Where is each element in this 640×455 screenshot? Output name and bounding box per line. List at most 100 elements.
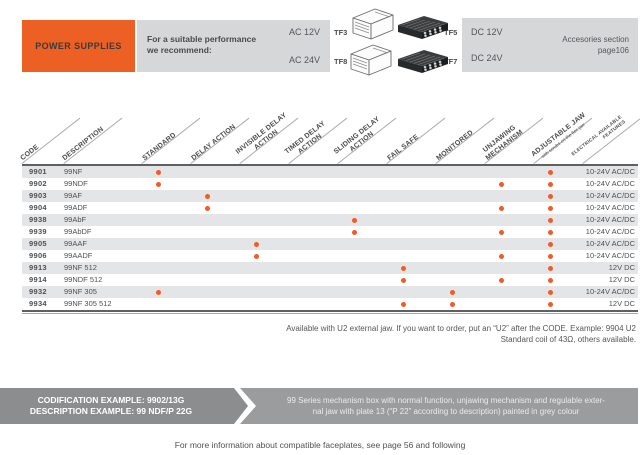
- ac-12v-label: AC 12V: [288, 27, 320, 37]
- row-code: 9905: [29, 239, 47, 248]
- feature-dot-fail_safe: [401, 301, 406, 307]
- row-code: 9902: [29, 179, 47, 188]
- codification-description-line2: nal jaw with plate 13 (“P 22” according …: [312, 407, 580, 416]
- row-code: 9913: [29, 263, 47, 272]
- column-header-standard: STANDARD: [141, 131, 178, 162]
- feature-dot-adjustable_jaw: [548, 193, 553, 199]
- row-voltage: 10-24V AC/DC: [585, 191, 635, 200]
- feature-dot-invisible_delay_action: [254, 253, 259, 259]
- codification-example-bar: CODIFICATION EXAMPLE: 9902/13G DESCRIPTI…: [0, 388, 248, 424]
- row-voltage: 10-24V AC/DC: [585, 203, 635, 212]
- ac-voltage-column: AC 12V AC 24V: [289, 20, 320, 72]
- table-row: 9932 99NF 305 10-24V AC/DC: [22, 286, 638, 298]
- external-jaw-note: Available with U2 external jaw. If you w…: [286, 323, 636, 345]
- row-code: 9906: [29, 251, 47, 260]
- column-header-monitored: MONITORED: [435, 128, 475, 162]
- row-voltage: 10-24V AC/DC: [585, 251, 635, 260]
- table-row: 9934 99NF 305 512 12V DC: [22, 298, 638, 310]
- row-voltage: 12V DC: [608, 263, 635, 272]
- row-code: 9939: [29, 227, 47, 236]
- recommend-line1: For a suitable performance: [147, 34, 257, 44]
- compatible-faceplates-note: For more information about compatible fa…: [174, 440, 466, 450]
- row-code: 9938: [29, 215, 47, 224]
- accessories-line1: Accesories section: [562, 35, 629, 44]
- row-description: 99AbF: [64, 215, 87, 224]
- row-code: 9904: [29, 203, 47, 212]
- row-voltage: 12V DC: [608, 275, 635, 284]
- codification-example-line: CODIFICATION EXAMPLE: 9902/13G: [37, 394, 185, 405]
- feature-dot-adjustable_jaw: [548, 301, 553, 307]
- power-supply-tf7-illustration: [398, 50, 448, 73]
- feature-dot-adjustable_jaw: [548, 229, 553, 235]
- feature-dot-standard: [156, 181, 161, 187]
- dc-12v-label: DC 12V: [471, 27, 503, 37]
- feature-dot-adjustable_jaw: [548, 241, 553, 247]
- table-header: CODE DESCRIPTION STANDARD DELAY ACTION INV…: [19, 98, 640, 166]
- row-description: 99NDF 512: [64, 275, 103, 284]
- table-row: 9939 99AbDF 10-24V AC/DC: [22, 226, 638, 238]
- row-voltage: 12V DC: [608, 299, 635, 308]
- tf7-label: TF7: [444, 57, 458, 66]
- column-header-delay_action: DELAY ACTION: [190, 122, 238, 162]
- feature-dot-fail_safe: [401, 265, 406, 271]
- power-supplies-badge: POWER SUPPLIES: [22, 20, 135, 72]
- feature-dot-unjawing_mechanism: [499, 253, 504, 259]
- feature-dot-fail_safe: [401, 277, 406, 283]
- description-example-line: DESCRIPTION EXAMPLE: 99 NDF/P 22G: [29, 406, 193, 416]
- table-row: 9902 99NDF 10-24V AC/DC: [22, 178, 638, 190]
- row-code: 9903: [29, 191, 47, 200]
- row-description: 99NF 512: [64, 263, 97, 272]
- row-description: 99NDF: [64, 179, 88, 188]
- row-code: 9901: [29, 167, 47, 176]
- feature-dot-sliding_delay_action: [352, 217, 357, 223]
- feature-dot-adjustable_jaw: [548, 265, 553, 271]
- recommend-text: For a suitable performance we recommend:: [147, 34, 256, 56]
- codification-description-bar: 99 Series mechanism box with normal func…: [240, 388, 638, 424]
- transformer-tf3-illustration: [352, 8, 394, 40]
- table-row: 9914 99NDF 512 12V DC: [22, 274, 638, 286]
- codification-description-line1: 99 Series mechanism box with normal func…: [287, 396, 605, 405]
- row-voltage: 10-24V AC/DC: [585, 215, 635, 224]
- table-row: 9906 99AADF 10-24V AC/DC: [22, 250, 638, 262]
- feature-dot-delay_action: [205, 193, 210, 199]
- dc-accessories-panel: DC 12V DC 24V Accesories section page106: [462, 18, 638, 72]
- ac-24v-label: AC 24V: [288, 55, 320, 65]
- column-header-unjawing_mechanism: UNJAWING MECHANISM: [481, 124, 525, 162]
- features-table: 9901 99NF 10-24V AC/DC 9902 99NDF 10-24V AC/D…: [22, 166, 638, 312]
- feature-dot-standard: [156, 169, 161, 175]
- row-description: 99AAF: [64, 239, 87, 248]
- recommend-panel: For a suitable performance we recommend:…: [137, 20, 330, 72]
- row-voltage: 10-24V AC/DC: [585, 287, 635, 296]
- code-column-header: CODE: [19, 143, 41, 162]
- row-description: 99AADF: [64, 251, 93, 260]
- feature-dot-unjawing_mechanism: [499, 181, 504, 187]
- table-row: 9903 99AF 10-24V AC/DC: [22, 190, 638, 202]
- row-voltage: 10-24V AC/DC: [585, 227, 635, 236]
- row-voltage: 10-24V AC/DC: [585, 239, 635, 248]
- tf8-label: TF8: [334, 57, 348, 66]
- row-description: 99NF: [64, 167, 83, 176]
- accessories-section-note: Accesories section page106: [562, 34, 629, 56]
- description-column-header: DESCRIPTION: [61, 125, 106, 162]
- row-code: 9932: [29, 287, 47, 296]
- row-description: 99AbDF: [64, 227, 92, 236]
- column-header-timed_delay_action: TIMED DELAY ACTION: [283, 120, 327, 156]
- feature-dot-unjawing_mechanism: [499, 277, 504, 283]
- feature-dot-adjustable_jaw: [548, 217, 553, 223]
- row-description: 99ADF: [64, 203, 88, 212]
- accessories-line2: page106: [597, 46, 629, 55]
- table-bottom-rule: [22, 313, 638, 314]
- feature-dot-adjustable_jaw: [548, 169, 553, 175]
- feature-dot-invisible_delay_action: [254, 241, 259, 247]
- feature-dot-unjawing_mechanism: [499, 205, 504, 211]
- recommend-line2: we recommend:: [147, 45, 212, 55]
- table-row: 9904 99ADF 10-24V AC/DC: [22, 202, 638, 214]
- table-row: 9913 99NF 512 12V DC: [22, 262, 638, 274]
- external-jaw-note-line1: Available with U2 external jaw. If you w…: [286, 324, 636, 333]
- feature-dot-delay_action: [205, 205, 210, 211]
- power-supply-tf5-illustration: [398, 16, 448, 39]
- feature-dot-adjustable_jaw: [548, 277, 553, 283]
- feature-dot-adjustable_jaw: [548, 181, 553, 187]
- table-row: 9901 99NF 10-24V AC/DC: [22, 166, 638, 178]
